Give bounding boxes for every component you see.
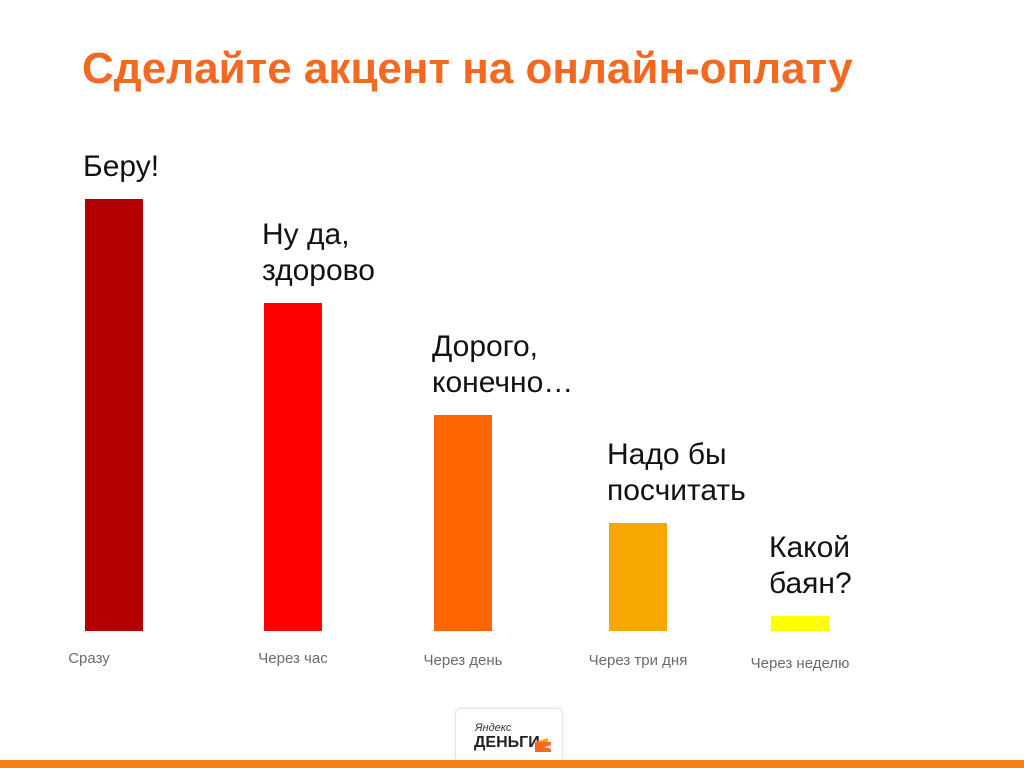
logo-big-text: ДЕНЬГИ [474,734,540,751]
bar-4 [609,523,667,631]
category-label-1: Сразу [68,650,110,667]
bar-2 [264,303,322,631]
category-label-3: Через день [423,652,503,669]
bar-1 [85,199,143,631]
yandex-money-logo: Яндекс ДЕНЬГИ [455,708,563,765]
slide-title: Сделайте акцент на онлайн-оплату [82,44,853,93]
wallet-icon [535,738,551,752]
category-label-4: Через три дня [588,652,688,669]
bar-annotation-1: Беру! [83,150,160,183]
footer-line [0,760,1024,768]
bar-annotation-2: Ну да, здорово [262,218,375,287]
logo-small-text: Яндекс [475,722,512,734]
category-label-5: Через неделю [750,655,850,672]
bar-annotation-3: Дорого, конечно… [432,330,574,399]
bar-5 [771,616,829,631]
bar-annotation-5: Какой баян? [769,531,852,600]
bar-annotation-4: Надо бы посчитать [607,438,746,507]
category-label-2: Через час [258,650,328,667]
bar-3 [434,415,492,631]
